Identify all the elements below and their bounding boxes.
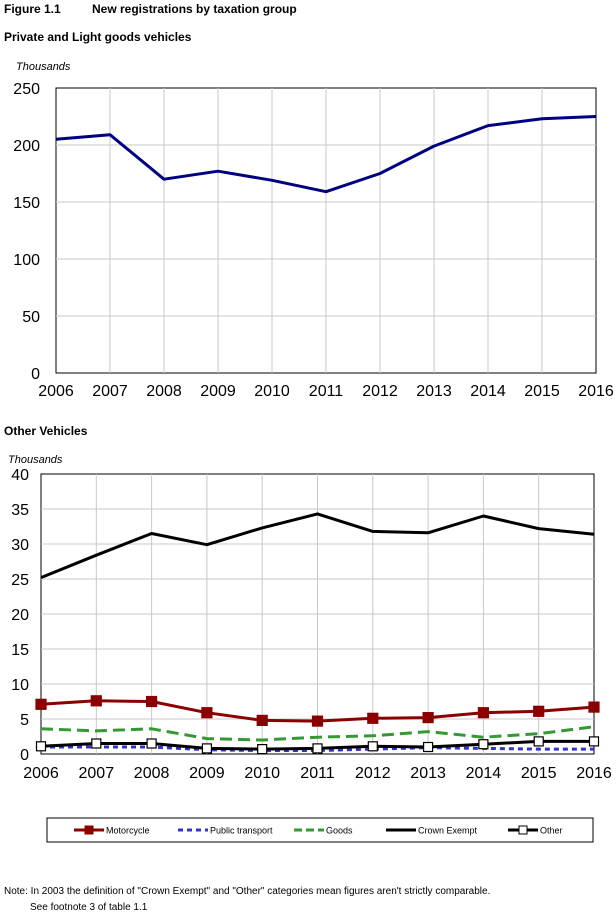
legend-marker-motorcycle <box>84 825 94 835</box>
y-tick-label: 30 <box>11 537 29 554</box>
x-tick-label: 2011 <box>300 765 335 782</box>
data-point-motorcycle <box>422 711 434 724</box>
data-point-motorcycle <box>311 715 324 727</box>
y-tick-label: 50 <box>22 309 40 326</box>
legend-label-motorcycle: Motorcycle <box>106 826 150 836</box>
data-point-other <box>478 739 489 750</box>
x-tick-label: 2007 <box>79 765 115 782</box>
x-tick-label: 2009 <box>189 765 225 782</box>
legend-label-crown-exempt: Crown Exempt <box>418 826 478 836</box>
x-tick-label: 2006 <box>38 383 74 400</box>
data-point-other <box>201 743 212 754</box>
x-tick-label: 2016 <box>576 765 612 782</box>
y-tick-label: 20 <box>11 607 29 624</box>
x-tick-label: 2011 <box>309 383 344 400</box>
data-point-other <box>312 743 323 754</box>
y-axis-units-label: Thousands <box>8 454 63 466</box>
data-point-other <box>91 738 102 749</box>
y-tick-label: 150 <box>13 195 40 212</box>
x-tick-label: 2007 <box>92 383 128 400</box>
series-line-public-transport <box>41 745 594 752</box>
series-line-goods <box>40 725 595 742</box>
x-tick-label: 2014 <box>470 383 506 400</box>
x-tick-label: 2006 <box>23 765 59 782</box>
data-point-motorcycle <box>477 707 489 719</box>
series-line-private-and-light-goods <box>55 115 597 194</box>
y-tick-label: 200 <box>13 138 40 155</box>
legend-marker-other <box>518 825 528 835</box>
data-point-other <box>533 736 544 747</box>
data-point-other <box>35 741 47 752</box>
data-point-other <box>423 741 434 753</box>
x-tick-label: 2012 <box>362 383 398 400</box>
chart2-title: Other Vehicles <box>4 424 88 438</box>
data-point-motorcycle <box>201 707 213 719</box>
data-point-motorcycle <box>35 698 47 710</box>
x-tick-label: 2008 <box>134 765 170 782</box>
y-tick-label: 10 <box>11 677 29 694</box>
data-point-motorcycle <box>533 705 545 717</box>
y-tick-label: 250 <box>13 81 40 98</box>
data-point-motorcycle <box>90 695 102 707</box>
private-light-goods-chart: 0 50 100 150 200 250 2006 2007 2008 2009 2010 2011 2… <box>13 61 614 400</box>
data-point-motorcycle <box>588 701 600 713</box>
x-tick-label: 2013 <box>410 765 446 782</box>
y-tick-label: 100 <box>13 252 40 269</box>
x-tick-label: 2010 <box>254 383 290 400</box>
x-tick-label: 2013 <box>416 383 452 400</box>
data-point-other <box>257 743 268 755</box>
footnote-line-1: Note: In 2003 the definition of "Crown E… <box>4 886 491 897</box>
other-vehicles-chart: 0 5 10 15 20 25 30 35 40 2006 2007 2008 2009 2010 2011… <box>8 454 612 843</box>
y-tick-label: 15 <box>11 642 29 659</box>
x-tick-label: 2009 <box>200 383 236 400</box>
y-tick-label: 5 <box>20 712 29 729</box>
chart1-title: Private and Light goods vehicles <box>4 30 192 44</box>
y-tick-label: 0 <box>31 366 40 383</box>
data-point-motorcycle <box>146 695 158 708</box>
x-tick-label: 2015 <box>521 765 557 782</box>
series-line-crown-exempt <box>40 512 595 579</box>
figure-label: Figure 1.1 <box>4 2 61 16</box>
y-tick-label: 25 <box>11 572 29 589</box>
x-tick-label: 2010 <box>244 765 280 782</box>
y-tick-label: 0 <box>20 747 29 764</box>
x-tick-label: 2015 <box>524 383 560 400</box>
legend-label-goods: Goods <box>326 826 353 836</box>
y-tick-label: 35 <box>11 502 29 519</box>
x-tick-label: 2012 <box>355 765 391 782</box>
legend-label-other: Other <box>540 826 563 836</box>
data-point-motorcycle <box>367 712 379 724</box>
figure-title: New registrations by taxation group <box>92 2 297 16</box>
x-tick-label: 2014 <box>466 765 502 782</box>
y-axis-units-label: Thousands <box>16 61 71 73</box>
x-tick-label: 2016 <box>578 383 614 400</box>
footnote-line-2: See footnote 3 of table 1.1 <box>30 902 148 913</box>
data-point-other <box>146 738 157 749</box>
x-tick-label: 2008 <box>146 383 182 400</box>
data-point-other <box>367 741 378 752</box>
y-tick-label: 40 <box>11 467 29 484</box>
data-point-motorcycle <box>256 714 268 727</box>
legend-label-public-transport: Public transport <box>210 826 273 836</box>
data-point-other <box>588 736 600 747</box>
